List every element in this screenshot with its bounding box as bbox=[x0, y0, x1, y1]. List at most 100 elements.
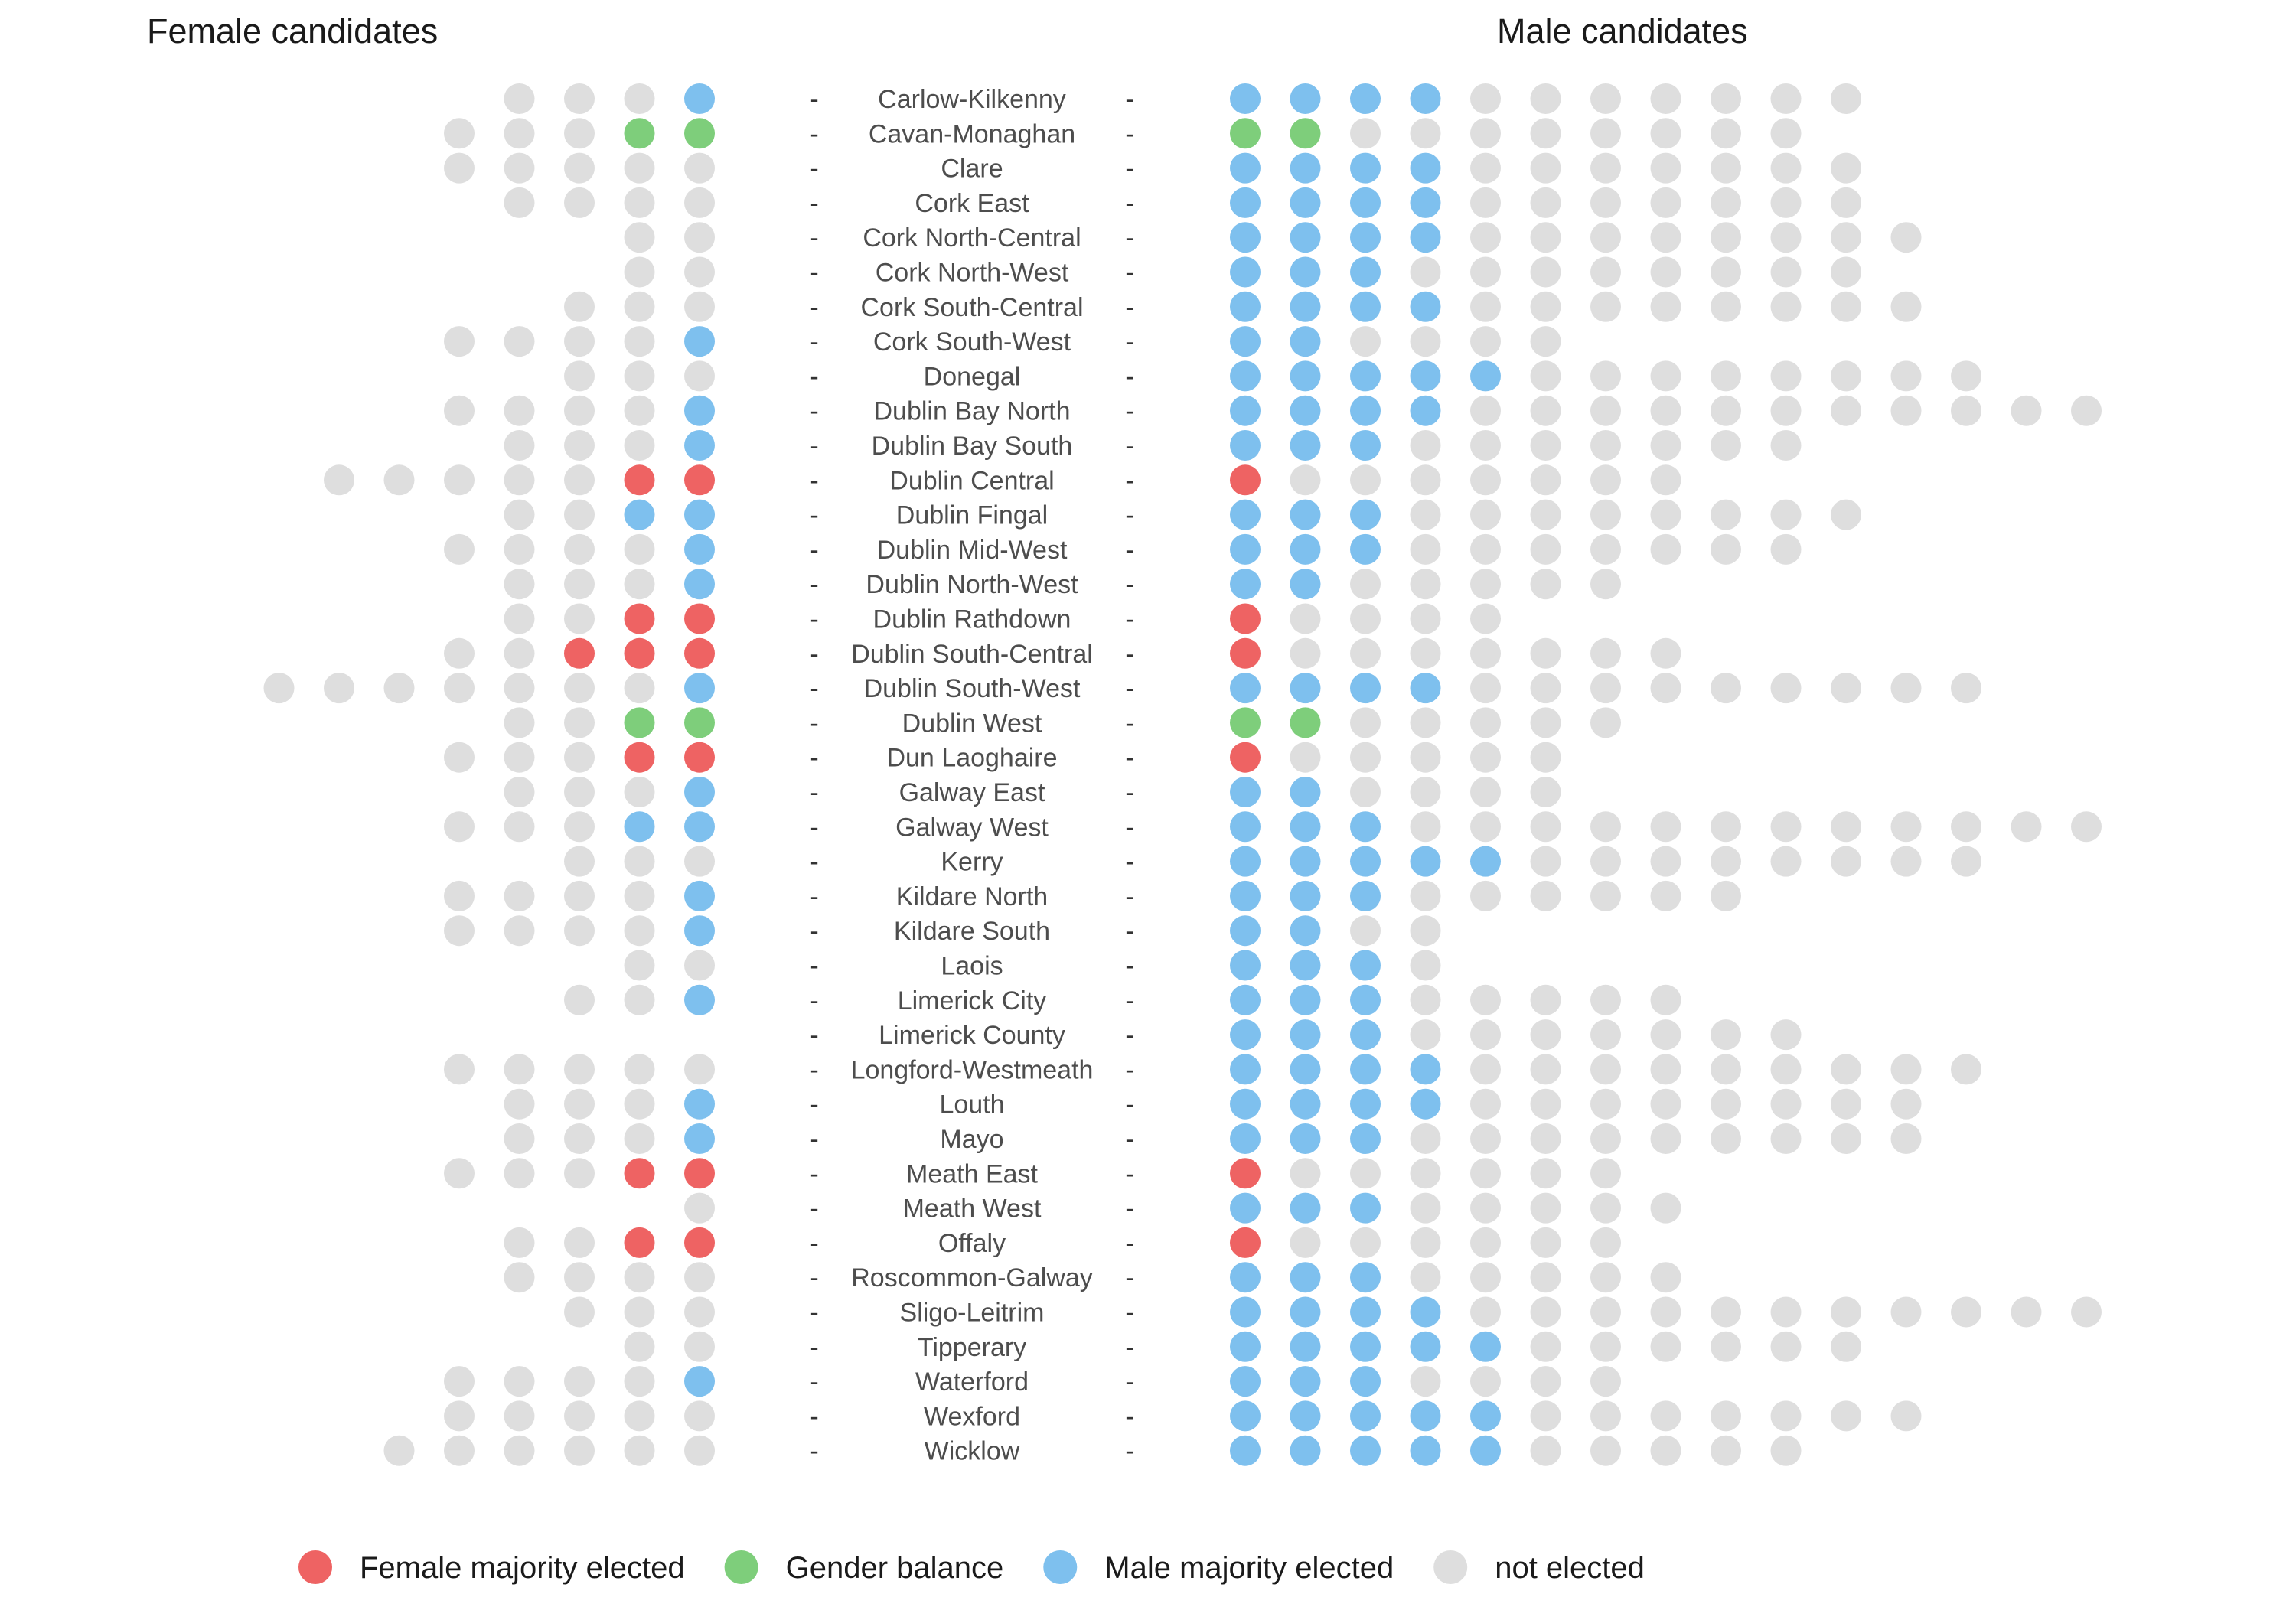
constituency-label: Dublin South-West bbox=[864, 674, 1081, 703]
male-not-elected-dot bbox=[1650, 1192, 1681, 1224]
male-elected-dot bbox=[1230, 395, 1261, 426]
female-not-elected-dot bbox=[444, 673, 475, 704]
female-not-elected-dot bbox=[444, 464, 475, 496]
female-not-elected-dot bbox=[504, 1123, 535, 1154]
constituency-row: - - Cavan-Monaghan bbox=[444, 118, 1802, 149]
male-not-elected-dot bbox=[1650, 1123, 1681, 1154]
female-elected-dot bbox=[684, 707, 715, 738]
male-elected-dot bbox=[1230, 83, 1261, 114]
male-elected-dot bbox=[1290, 1296, 1321, 1328]
male-not-elected-dot bbox=[1590, 1331, 1621, 1362]
male-not-elected-dot bbox=[1350, 777, 1381, 807]
right-tick-mark: - bbox=[1125, 813, 1133, 842]
male-not-elected-dot bbox=[1650, 464, 1681, 496]
female-not-elected-dot bbox=[383, 1435, 415, 1466]
male-elected-dot bbox=[1470, 846, 1501, 877]
constituency-row: - - Roscommon-Galway bbox=[504, 1262, 1681, 1293]
female-elected-dot bbox=[624, 707, 655, 738]
left-tick-mark: - bbox=[810, 1090, 818, 1120]
male-elected-dot bbox=[1290, 811, 1321, 843]
male-not-elected-dot bbox=[1590, 360, 1621, 392]
constituency-label: Cavan-Monaghan bbox=[869, 119, 1075, 148]
female-elected-dot bbox=[684, 984, 715, 1015]
male-elected-dot bbox=[1230, 1054, 1261, 1085]
constituency-row: - - Louth bbox=[504, 1088, 1922, 1120]
constituency-row: - - Tipperary bbox=[624, 1331, 1861, 1362]
right-tick-mark: - bbox=[1125, 223, 1133, 253]
female-not-elected-dot bbox=[504, 187, 535, 218]
male-not-elected-dot bbox=[1530, 1262, 1561, 1293]
male-not-elected-dot bbox=[1350, 637, 1381, 669]
male-not-elected-dot bbox=[1410, 464, 1441, 496]
female-not-elected-dot bbox=[504, 1054, 535, 1085]
constituency-row: - - Dublin North-West bbox=[504, 569, 1621, 600]
male-not-elected-dot bbox=[1711, 118, 1741, 149]
male-not-elected-dot bbox=[1470, 1054, 1501, 1085]
male-elected-dot bbox=[1230, 1227, 1261, 1258]
constituency-label: Cork South-Central bbox=[860, 293, 1083, 322]
male-elected-dot bbox=[1470, 1435, 1501, 1466]
male-not-elected-dot bbox=[1350, 915, 1381, 947]
male-not-elected-dot bbox=[1470, 673, 1501, 704]
male-not-elected-dot bbox=[1890, 291, 1922, 322]
male-not-elected-dot bbox=[1410, 1158, 1441, 1189]
female-not-elected-dot bbox=[564, 1088, 595, 1120]
male-not-elected-dot bbox=[1711, 1054, 1741, 1085]
male-not-elected-dot bbox=[1290, 1227, 1321, 1258]
constituency-label: Offaly bbox=[938, 1229, 1006, 1258]
male-elected-dot bbox=[1350, 1019, 1381, 1051]
male-not-elected-dot bbox=[1650, 880, 1681, 911]
female-elected-dot bbox=[684, 569, 715, 600]
female-not-elected-dot bbox=[504, 533, 535, 565]
male-not-elected-dot bbox=[1530, 707, 1561, 738]
female-not-elected-dot bbox=[564, 1262, 595, 1293]
legend-item: Gender balance bbox=[724, 1550, 1003, 1585]
female-elected-dot bbox=[684, 1088, 715, 1120]
female-elected-dot bbox=[684, 1123, 715, 1154]
male-not-elected-dot bbox=[1890, 395, 1922, 426]
right-tick-mark: - bbox=[1125, 501, 1133, 530]
male-not-elected-dot bbox=[1410, 1123, 1441, 1154]
female-elected-dot bbox=[684, 915, 715, 947]
male-not-elected-dot bbox=[1530, 533, 1561, 565]
male-not-elected-dot bbox=[1410, 777, 1441, 807]
male-not-elected-dot bbox=[1590, 707, 1621, 738]
constituency-row: - - Cork South-West bbox=[444, 326, 1561, 357]
male-not-elected-dot bbox=[1650, 637, 1681, 669]
female-elected-dot bbox=[624, 742, 655, 773]
right-tick-mark: - bbox=[1125, 1263, 1133, 1292]
constituency-label: Limerick City bbox=[898, 986, 1047, 1015]
male-not-elected-dot bbox=[1530, 1019, 1561, 1051]
female-not-elected-dot bbox=[504, 499, 535, 530]
female-not-elected-dot bbox=[624, 152, 655, 184]
male-elected-dot bbox=[1350, 1054, 1381, 1085]
female-elected-dot bbox=[684, 395, 715, 426]
female-not-elected-dot bbox=[263, 673, 295, 704]
constituency-row: - - Offaly bbox=[504, 1227, 1621, 1258]
male-elected-dot bbox=[1230, 187, 1261, 218]
male-not-elected-dot bbox=[1770, 1400, 1802, 1432]
constituency-row: - - Wexford bbox=[444, 1400, 1922, 1432]
left-tick-mark: - bbox=[810, 1299, 818, 1328]
female-elected-dot bbox=[684, 430, 715, 461]
left-tick-mark: - bbox=[810, 1263, 818, 1292]
constituency-label: Louth bbox=[939, 1090, 1004, 1120]
male-elected-dot bbox=[1470, 1331, 1501, 1362]
left-tick-mark: - bbox=[810, 259, 818, 288]
female-not-elected-dot bbox=[624, 673, 655, 704]
male-not-elected-dot bbox=[1470, 1123, 1501, 1154]
male-not-elected-dot bbox=[1470, 395, 1501, 426]
male-elected-dot bbox=[1350, 811, 1381, 843]
male-not-elected-dot bbox=[1711, 1435, 1741, 1466]
male-not-elected-dot bbox=[1590, 83, 1621, 114]
right-tick-mark: - bbox=[1125, 328, 1133, 357]
male-not-elected-dot bbox=[1530, 880, 1561, 911]
left-tick-mark: - bbox=[810, 501, 818, 530]
female-not-elected-dot bbox=[624, 880, 655, 911]
male-not-elected-dot bbox=[1831, 1088, 1861, 1120]
male-elected-dot bbox=[1470, 360, 1501, 392]
male-not-elected-dot bbox=[1470, 707, 1501, 738]
right-tick-mark: - bbox=[1125, 1229, 1133, 1258]
male-not-elected-dot bbox=[1590, 1123, 1621, 1154]
male-elected-dot bbox=[1230, 984, 1261, 1015]
